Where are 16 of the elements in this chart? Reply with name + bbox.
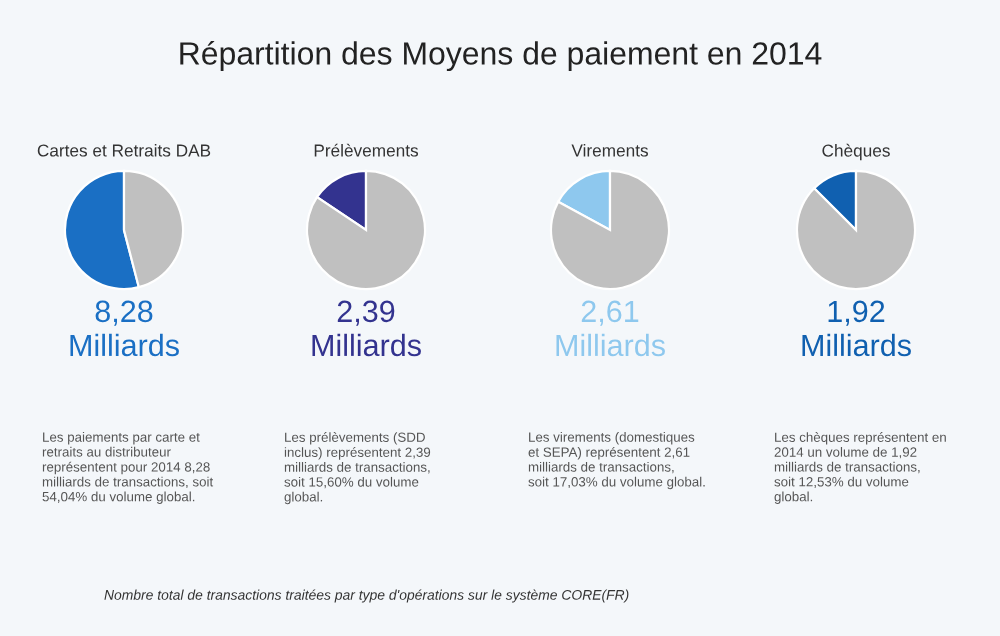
text: Milliards [556,333,665,357]
text: 2,61 [581,300,639,326]
text: Milliards [312,333,421,357]
text: 1,92 [828,300,885,326]
pie-slice [795,169,917,291]
text: 2,39 [337,300,395,326]
chart-title: Cartes et Retraits DAB [37,143,211,157]
text: Milliards [70,333,179,357]
pie-slice [549,169,671,291]
chart-title: Prélèvements [314,143,419,157]
chart-title: Chèques [822,143,890,161]
text: 8,28 [95,300,153,326]
chart-title: Virements [571,143,648,157]
pie-slice [305,169,427,291]
text: Répartition des Moyens de paiement en 2014 [180,40,822,72]
text: Milliards [802,333,911,357]
